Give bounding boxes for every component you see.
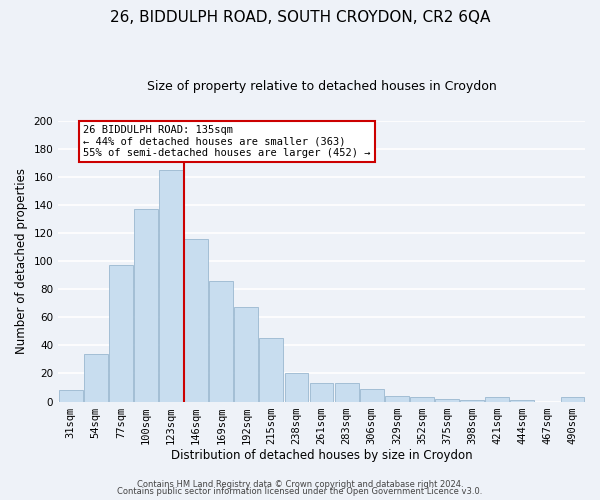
Bar <box>310 384 334 402</box>
Bar <box>511 400 534 402</box>
Bar <box>410 398 434 402</box>
Bar <box>209 280 233 402</box>
Text: 26, BIDDULPH ROAD, SOUTH CROYDON, CR2 6QA: 26, BIDDULPH ROAD, SOUTH CROYDON, CR2 6Q… <box>110 10 490 25</box>
Bar <box>134 209 158 402</box>
Title: Size of property relative to detached houses in Croydon: Size of property relative to detached ho… <box>147 80 496 93</box>
Text: Contains public sector information licensed under the Open Government Licence v3: Contains public sector information licen… <box>118 488 482 496</box>
Text: Contains HM Land Registry data © Crown copyright and database right 2024.: Contains HM Land Registry data © Crown c… <box>137 480 463 489</box>
Bar <box>109 266 133 402</box>
Bar <box>159 170 183 402</box>
Bar <box>335 384 359 402</box>
Bar <box>435 399 459 402</box>
Y-axis label: Number of detached properties: Number of detached properties <box>15 168 28 354</box>
Bar <box>360 389 383 402</box>
Bar <box>284 374 308 402</box>
Bar <box>259 338 283 402</box>
X-axis label: Distribution of detached houses by size in Croydon: Distribution of detached houses by size … <box>171 450 472 462</box>
Bar <box>59 390 83 402</box>
Bar <box>460 400 484 402</box>
Bar <box>184 238 208 402</box>
Bar <box>235 308 258 402</box>
Bar <box>385 396 409 402</box>
Text: 26 BIDDULPH ROAD: 135sqm
← 44% of detached houses are smaller (363)
55% of semi-: 26 BIDDULPH ROAD: 135sqm ← 44% of detach… <box>83 125 371 158</box>
Bar <box>84 354 108 402</box>
Bar <box>485 398 509 402</box>
Bar <box>560 398 584 402</box>
